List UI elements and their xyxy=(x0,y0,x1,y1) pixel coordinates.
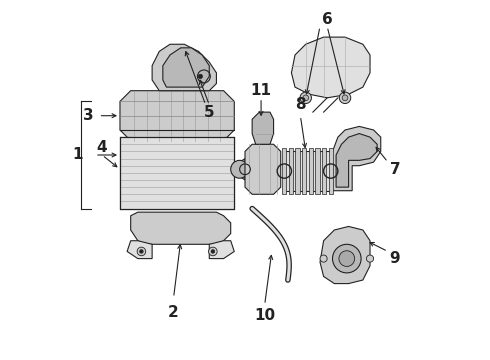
Polygon shape xyxy=(120,91,234,141)
Polygon shape xyxy=(120,137,234,208)
Circle shape xyxy=(209,247,217,256)
Text: 2: 2 xyxy=(168,305,179,320)
Polygon shape xyxy=(295,148,300,194)
Circle shape xyxy=(339,92,351,104)
Circle shape xyxy=(137,247,146,256)
Circle shape xyxy=(211,249,215,253)
Text: 5: 5 xyxy=(204,105,215,120)
Polygon shape xyxy=(152,44,217,91)
Polygon shape xyxy=(333,126,381,191)
Circle shape xyxy=(300,92,312,104)
Text: 8: 8 xyxy=(295,98,306,112)
Polygon shape xyxy=(336,134,377,187)
Polygon shape xyxy=(302,148,306,194)
Polygon shape xyxy=(289,148,293,194)
Circle shape xyxy=(140,249,143,253)
Circle shape xyxy=(303,95,309,101)
Text: 9: 9 xyxy=(390,251,400,266)
Text: 7: 7 xyxy=(390,162,400,177)
Polygon shape xyxy=(120,137,234,208)
Text: 10: 10 xyxy=(254,308,275,323)
Polygon shape xyxy=(322,148,326,194)
Polygon shape xyxy=(209,241,234,258)
Polygon shape xyxy=(163,48,209,87)
Polygon shape xyxy=(284,152,331,191)
Circle shape xyxy=(231,160,248,178)
Circle shape xyxy=(320,255,327,262)
Text: 1: 1 xyxy=(72,148,82,162)
Polygon shape xyxy=(316,148,319,194)
Circle shape xyxy=(339,251,355,266)
Circle shape xyxy=(342,95,348,101)
Circle shape xyxy=(367,255,373,262)
Polygon shape xyxy=(329,148,333,194)
Text: 6: 6 xyxy=(322,12,333,27)
Polygon shape xyxy=(252,112,273,144)
Polygon shape xyxy=(309,148,313,194)
Text: 3: 3 xyxy=(82,108,93,123)
Polygon shape xyxy=(127,241,152,258)
Polygon shape xyxy=(234,158,245,180)
Polygon shape xyxy=(320,226,370,284)
Text: 4: 4 xyxy=(97,140,107,156)
Circle shape xyxy=(198,74,202,78)
Polygon shape xyxy=(282,148,287,194)
Text: 11: 11 xyxy=(250,83,271,98)
Circle shape xyxy=(333,244,361,273)
Polygon shape xyxy=(292,37,370,98)
Polygon shape xyxy=(245,144,281,194)
Polygon shape xyxy=(131,212,231,244)
